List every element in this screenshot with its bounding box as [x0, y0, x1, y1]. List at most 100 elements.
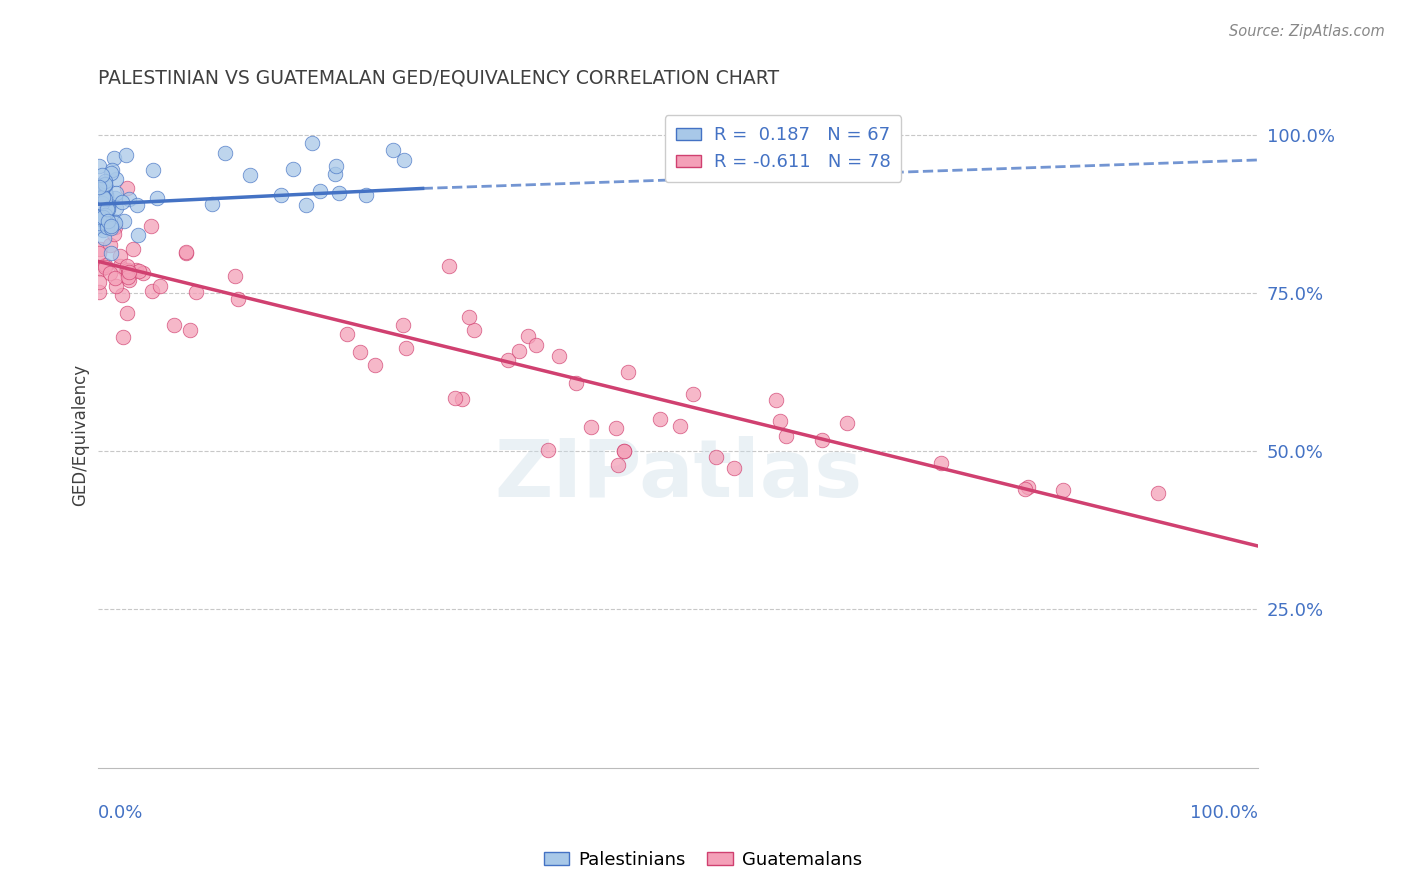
Point — [668, 419, 690, 434]
Point — [613, 444, 636, 458]
Point — [1014, 482, 1036, 496]
Point — [336, 327, 359, 342]
Point — [139, 219, 162, 234]
Point — [97, 202, 120, 216]
Point — [581, 419, 603, 434]
Point — [110, 249, 132, 263]
Point — [111, 287, 134, 301]
Point — [105, 202, 128, 216]
Point — [517, 329, 540, 343]
Point — [931, 457, 953, 471]
Text: 0.0%: 0.0% — [97, 805, 143, 822]
Point — [89, 275, 111, 289]
Point — [87, 160, 110, 174]
Point — [90, 212, 112, 227]
Point — [381, 143, 404, 157]
Point — [97, 213, 120, 227]
Point — [111, 195, 134, 210]
Point — [682, 387, 704, 401]
Point — [214, 146, 236, 161]
Text: 100.0%: 100.0% — [1191, 805, 1258, 822]
Point — [96, 204, 118, 219]
Point — [1052, 483, 1074, 497]
Point — [94, 180, 117, 194]
Point — [179, 323, 201, 337]
Point — [115, 306, 138, 320]
Point — [605, 421, 627, 435]
Point — [118, 273, 141, 287]
Point — [537, 442, 560, 457]
Point — [100, 245, 122, 260]
Point — [115, 181, 138, 195]
Point — [89, 179, 111, 194]
Point — [94, 208, 117, 222]
Point — [308, 184, 330, 198]
Point — [87, 216, 110, 230]
Point — [270, 187, 292, 202]
Point — [93, 231, 115, 245]
Point — [104, 171, 127, 186]
Point — [200, 197, 222, 211]
Point — [118, 192, 141, 206]
Point — [89, 211, 111, 225]
Point — [103, 151, 125, 165]
Point — [301, 136, 323, 150]
Point — [117, 263, 139, 277]
Point — [149, 278, 172, 293]
Point — [94, 177, 117, 191]
Point — [508, 344, 530, 359]
Point — [769, 414, 792, 428]
Point — [1017, 480, 1039, 494]
Point — [323, 167, 346, 181]
Y-axis label: GED/Equivalency: GED/Equivalency — [72, 364, 89, 507]
Point — [100, 219, 122, 233]
Point — [87, 285, 110, 300]
Point — [91, 190, 114, 204]
Point — [94, 192, 117, 206]
Point — [91, 213, 114, 227]
Point — [94, 174, 117, 188]
Point — [104, 186, 127, 201]
Point — [463, 322, 485, 336]
Point — [616, 365, 638, 379]
Point — [100, 163, 122, 178]
Point — [1147, 486, 1170, 500]
Legend: R =  0.187   N = 67, R = -0.611   N = 78: R = 0.187 N = 67, R = -0.611 N = 78 — [665, 115, 901, 182]
Point — [96, 220, 118, 235]
Point — [775, 429, 797, 443]
Point — [295, 197, 318, 211]
Point — [145, 191, 167, 205]
Point — [356, 187, 378, 202]
Point — [89, 245, 111, 260]
Point — [444, 392, 467, 406]
Point — [104, 216, 127, 230]
Point — [391, 318, 413, 332]
Point — [174, 246, 197, 260]
Point — [94, 178, 117, 193]
Point — [125, 262, 148, 277]
Point — [239, 168, 262, 182]
Point — [613, 443, 636, 458]
Text: ZIPatlas: ZIPatlas — [494, 436, 862, 514]
Point — [89, 242, 111, 256]
Point — [96, 195, 118, 210]
Point — [93, 223, 115, 237]
Point — [93, 184, 115, 198]
Point — [228, 292, 250, 306]
Point — [97, 200, 120, 214]
Point — [115, 259, 138, 273]
Legend: Palestinians, Guatemalans: Palestinians, Guatemalans — [537, 844, 869, 876]
Point — [112, 213, 135, 227]
Point — [96, 202, 118, 216]
Point — [117, 269, 139, 284]
Point — [100, 166, 122, 180]
Point — [141, 284, 163, 298]
Point — [103, 214, 125, 228]
Point — [93, 258, 115, 272]
Point — [162, 318, 184, 332]
Point — [224, 268, 246, 283]
Point — [548, 349, 571, 363]
Point — [104, 220, 127, 235]
Text: Source: ZipAtlas.com: Source: ZipAtlas.com — [1229, 24, 1385, 39]
Point — [90, 262, 112, 277]
